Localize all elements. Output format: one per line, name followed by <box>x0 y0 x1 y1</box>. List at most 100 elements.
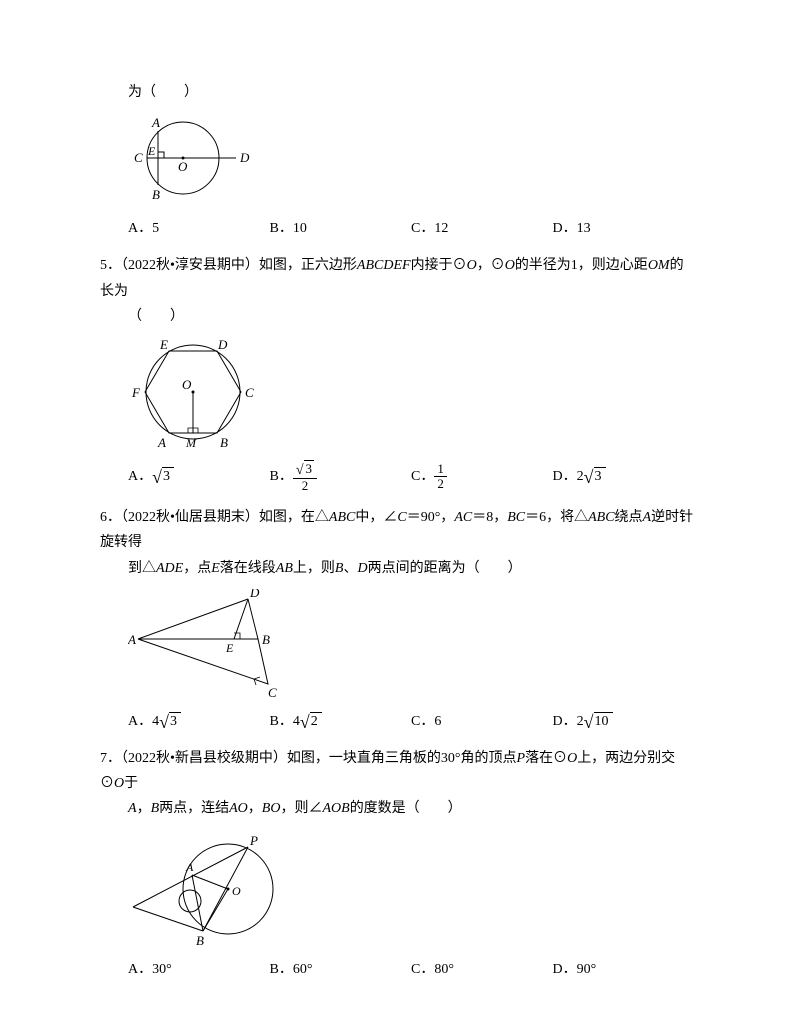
q5-t4: 的半径为1，则边心距 <box>515 258 648 273</box>
q6-l2f: 两点间的距离为（ ） <box>368 561 522 576</box>
q7-t1: （2022秋•新昌县校级期中）如图，一块直角三角板的30°角的顶点 <box>121 751 517 766</box>
q5-c-den: 2 <box>434 477 447 491</box>
q6-e: E <box>211 561 220 576</box>
q4-opt-d: D．13 <box>553 216 695 241</box>
q6-b-coef: 4 <box>293 709 300 734</box>
question-5: 5．（2022秋•淳安县期中）如图，正六边形ABCDEF内接于⊙O，⊙O的半径为… <box>100 253 694 493</box>
q7-a: A <box>128 801 137 816</box>
q4-opt-a: A．5 <box>128 216 270 241</box>
svg-text:O: O <box>232 884 241 898</box>
svg-text:F: F <box>131 385 141 400</box>
q4-figure: A B C D E O <box>128 113 694 208</box>
q6-l2d: 上，则 <box>293 561 335 576</box>
q4-opt-c: C．12 <box>411 216 553 241</box>
q6-a-val: 3 <box>169 712 181 731</box>
svg-text:C: C <box>245 385 254 400</box>
fraction-icon: 1 2 <box>434 462 447 492</box>
q5-d-coef: 2 <box>577 464 584 489</box>
svg-text:M: M <box>185 436 197 450</box>
sqrt-icon: √3 <box>152 467 174 486</box>
q5-svg: E D F C A B O M <box>128 337 263 452</box>
q7-l2e: ，则∠ <box>280 801 322 816</box>
sqrt-icon: √3 <box>159 712 181 731</box>
svg-text:D: D <box>249 589 260 600</box>
q6-svg: A D E B C <box>128 589 288 701</box>
q6-d-coef: 2 <box>577 709 584 734</box>
q6-figure: A D E B C <box>128 589 694 701</box>
q6-l2a: 到△ <box>128 561 156 576</box>
q5-blank: （ ） <box>128 304 694 329</box>
q6-t4: ＝8， <box>472 510 507 525</box>
svg-text:O: O <box>178 159 188 174</box>
q5-b-num: 3 <box>304 460 315 478</box>
svg-text:C: C <box>268 685 277 700</box>
q7-options: A．30° B．60° C．80° D．90° <box>128 957 694 982</box>
q7-o1: O <box>567 751 577 766</box>
q6-abc1: ABC <box>329 510 355 525</box>
q6-opt-d: D． 2√10 <box>553 709 695 734</box>
q6-ade: ADE <box>156 561 183 576</box>
q6-a-label: A． <box>128 709 152 734</box>
q5-t1: （2022秋•淳安县期中）如图，正六边形 <box>121 258 357 273</box>
q5-a-val: 3 <box>162 467 174 486</box>
q5-num: 5． <box>100 258 121 273</box>
q5-o1: O <box>467 258 477 273</box>
q5-b-den: 2 <box>293 479 317 493</box>
q6-ac: AC <box>454 510 472 525</box>
q5-om: OM <box>648 258 670 273</box>
q6-num: 6． <box>100 510 121 525</box>
q5-c-num: 1 <box>434 462 447 477</box>
q6-ab: AB <box>276 561 293 576</box>
q6-d-val: 10 <box>594 712 613 731</box>
q5-c-label: C． <box>411 464 434 489</box>
q5-d-val: 3 <box>594 467 606 486</box>
q7-o2: O <box>114 776 124 791</box>
svg-text:A: A <box>128 632 136 647</box>
q6-d-label: D． <box>553 709 577 734</box>
q7-t2: 落在⊙ <box>525 751 567 766</box>
q5-opt-d: D． 2√3 <box>553 460 695 493</box>
svg-text:A: A <box>185 860 194 874</box>
q6-options: A． 4√3 B． 4√2 C．6 D． 2√10 <box>128 709 694 734</box>
q7-svg: P A B O <box>128 829 288 949</box>
q7-l2f: 的度数是（ ） <box>350 801 462 816</box>
sqrt-icon: √2 <box>300 712 322 731</box>
q7-bo: BO <box>262 801 281 816</box>
svg-text:B: B <box>196 933 204 948</box>
q7-b: B <box>151 801 160 816</box>
q6-a-coef: 4 <box>152 709 159 734</box>
q5-t2: 内接于⊙ <box>411 258 467 273</box>
q7-opt-b: B．60° <box>270 957 412 982</box>
q5-a-label: A． <box>128 464 152 489</box>
q7-aob: AOB <box>322 801 349 816</box>
svg-text:B: B <box>220 435 228 450</box>
q7-l2b: ， <box>137 801 151 816</box>
q5-opt-a: A． √3 <box>128 460 270 493</box>
question-7: 7．（2022秋•新昌县校级期中）如图，一块直角三角板的30°角的顶点P落在⊙O… <box>100 746 694 983</box>
question-6: 6．（2022秋•仙居县期末）如图，在△ABC中，∠C＝90°，AC＝8，BC＝… <box>100 505 694 734</box>
q6-abc2: ABC <box>588 510 614 525</box>
q6-l2c: 落在线段 <box>220 561 276 576</box>
q7-opt-a: A．30° <box>128 957 270 982</box>
svg-text:B: B <box>152 187 160 202</box>
q4-options: A．5 B．10 C．12 D．13 <box>128 216 694 241</box>
q5-opt-b: B． √3 2 <box>270 460 412 493</box>
q6-bc: BC <box>507 510 525 525</box>
question-4-tail: 为（ ） A B C D E O A．5 B．10 C．12 D．13 <box>100 80 694 241</box>
svg-text:B: B <box>262 632 270 647</box>
q6-b-val: 2 <box>310 712 322 731</box>
q6-c: C <box>397 510 406 525</box>
q6-d: D <box>357 561 367 576</box>
svg-text:D: D <box>239 150 250 165</box>
q4-text: 为（ ） <box>128 80 694 105</box>
q5-t3: ，⊙ <box>477 258 505 273</box>
q7-num: 7． <box>100 751 121 766</box>
q4-svg: A B C D E O <box>128 113 258 208</box>
q7-l2c: 两点，连结 <box>159 801 229 816</box>
sqrt-icon: √3 <box>584 467 606 486</box>
q6-t5: ＝6，将△ <box>525 510 588 525</box>
svg-text:P: P <box>249 833 258 848</box>
q5-b-label: B． <box>270 464 293 489</box>
q6-opt-a: A． 4√3 <box>128 709 270 734</box>
q7-opt-c: C．80° <box>411 957 553 982</box>
